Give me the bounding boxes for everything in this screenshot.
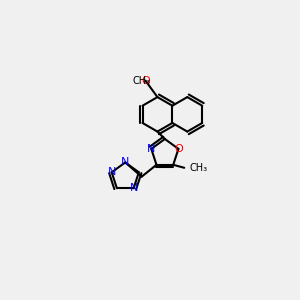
Text: CH₃: CH₃ xyxy=(132,76,150,86)
Text: N: N xyxy=(107,167,116,177)
Text: N: N xyxy=(130,183,138,193)
Text: N: N xyxy=(121,158,130,167)
Text: O: O xyxy=(141,76,150,86)
Text: N: N xyxy=(147,144,155,154)
Text: O: O xyxy=(174,144,183,154)
Text: CH₃: CH₃ xyxy=(190,163,208,173)
